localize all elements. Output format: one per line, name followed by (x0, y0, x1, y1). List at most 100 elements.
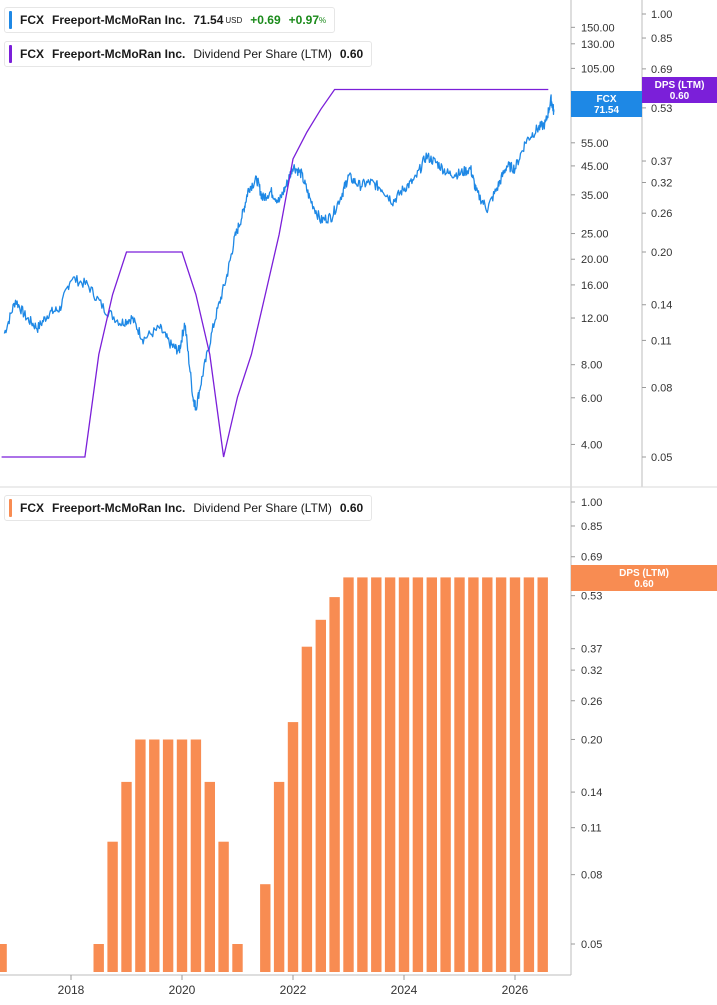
dps-bottom-tick-label: 0.14 (581, 787, 602, 799)
price-badge-label: FCX (597, 94, 617, 105)
dps-top-tick-label: 0.14 (651, 300, 672, 312)
legend-company-name: Freeport-McMoRan Inc. (52, 13, 186, 27)
price-legend[interactable]: FCX Freeport-McMoRan Inc. 71.54 USD +0.6… (4, 7, 336, 33)
dps-bottom-tick-label: 0.85 (581, 521, 602, 533)
legend-ticker: FCX (20, 501, 44, 515)
price-tick-label: 150.00 (581, 22, 615, 34)
dps-bar (0, 944, 7, 972)
dps-bar (232, 944, 243, 972)
dps-bar (329, 597, 340, 972)
dps-bottom-tick-label: 0.53 (581, 591, 602, 603)
x-tick-label: 2024 (391, 983, 418, 997)
legend-metric-value: 0.60 (339, 501, 364, 515)
price-badge-value: 71.54 (594, 105, 619, 116)
legend-metric-name: Dividend Per Share (LTM) (193, 501, 332, 515)
dps-bottom-tick-label: 0.05 (581, 939, 602, 951)
dps-line-legend-swatch (9, 45, 12, 63)
price-tick-label: 8.00 (581, 360, 602, 372)
dps-bar (218, 841, 229, 972)
dps-bar (107, 841, 118, 972)
price-series (3, 94, 555, 411)
dps-bottom-tick-label: 0.69 (581, 552, 602, 564)
price-line (3, 94, 555, 411)
dps-bar (190, 739, 202, 972)
dps-top-tick-label: 0.20 (651, 247, 672, 259)
dps-top-tick-label: 0.11 (651, 335, 672, 347)
dps-line-series (1, 88, 549, 458)
dps-bar (135, 739, 146, 972)
x-tick-label: 2018 (58, 983, 85, 997)
price-tick-label: 130.00 (581, 39, 615, 51)
dps-bottom-tick-label: 0.08 (581, 870, 602, 882)
dps-bar (537, 577, 548, 972)
dps-top-tick-label: 0.26 (651, 208, 672, 220)
price-tick-label: 6.00 (581, 393, 602, 405)
legend-metric-value: 0.60 (339, 47, 364, 61)
dps-bar (176, 739, 188, 972)
dps-bar (93, 944, 104, 972)
price-tick-label: 4.00 (581, 439, 602, 451)
dps-top-badge-label: DPS (LTM) (655, 80, 705, 91)
dps-bar (162, 739, 174, 972)
legend-pct-sign: % (319, 15, 327, 25)
legend-change: +0.69 (250, 13, 281, 27)
dps-line (1, 88, 549, 458)
dps-bar (426, 577, 437, 972)
dps-top-tick-label: 0.05 (651, 452, 672, 464)
dps-bar-series (0, 577, 548, 972)
price-tick-label: 20.00 (581, 254, 609, 266)
price-tick-label: 12.00 (581, 313, 609, 325)
dps-bar (412, 577, 424, 972)
dps-bar-legend-swatch (9, 499, 12, 517)
price-tick-label: 16.00 (581, 280, 609, 292)
x-tick-label: 2020 (169, 983, 196, 997)
axis-ticks: 150.00130.00105.0080.0055.0045.0035.0025… (58, 9, 673, 997)
dps-bar (468, 577, 479, 972)
legend-metric-name: Dividend Per Share (LTM) (193, 47, 332, 61)
dps-top-tick-label: 0.37 (651, 156, 672, 168)
dps-bottom-badge-label: DPS (LTM) (619, 568, 669, 579)
price-tick-label: 35.00 (581, 190, 609, 202)
dps-bar (343, 577, 354, 972)
x-tick-label: 2022 (280, 983, 307, 997)
x-tick-label: 2026 (502, 983, 529, 997)
dps-bar (273, 781, 285, 972)
dps-bottom-badge-value: 0.60 (634, 579, 654, 590)
dps-top-tick-label: 0.08 (651, 382, 672, 394)
dps-bottom-tick-label: 0.37 (581, 644, 602, 656)
dps-bar (495, 577, 507, 972)
dps-bottom-tick-label: 1.00 (581, 497, 602, 509)
dps-bar (357, 577, 368, 972)
dps-top-badge-bg (642, 77, 717, 103)
dps-bar (149, 739, 160, 972)
dps-line-legend[interactable]: FCX Freeport-McMoRan Inc. Dividend Per S… (4, 41, 373, 67)
dps-top-tick-label: 0.85 (651, 33, 672, 45)
legend-ticker: FCX (20, 47, 44, 61)
legend-company-name: Freeport-McMoRan Inc. (52, 501, 186, 515)
dps-bottom-tick-label: 0.26 (581, 696, 602, 708)
legend-currency: USD (225, 15, 243, 25)
dps-bar (301, 646, 313, 972)
legend-ticker: FCX (20, 13, 44, 27)
dps-bar (287, 722, 299, 972)
dps-top-tick-label: 1.00 (651, 9, 672, 21)
price-tick-label: 25.00 (581, 229, 609, 241)
legend-price-value: 71.54 (193, 13, 224, 27)
dps-bar (204, 781, 215, 972)
price-legend-swatch (9, 11, 12, 29)
dps-bar-legend[interactable]: FCX Freeport-McMoRan Inc. Dividend Per S… (4, 495, 373, 521)
dps-top-tick-label: 0.32 (651, 177, 672, 189)
price-badge-bg (571, 91, 642, 117)
legend-company-name: Freeport-McMoRan Inc. (52, 47, 186, 61)
legend-change-pct: +0.97 (288, 13, 320, 27)
dps-bottom-badge-bg (571, 565, 717, 591)
dps-bottom-tick-label: 0.32 (581, 665, 602, 677)
dps-bar (482, 577, 493, 972)
dps-top-tick-label: 0.69 (651, 64, 672, 76)
dps-bar (398, 577, 410, 972)
dps-bar (454, 577, 465, 972)
dps-bar (440, 577, 451, 972)
dps-bar (509, 577, 521, 972)
